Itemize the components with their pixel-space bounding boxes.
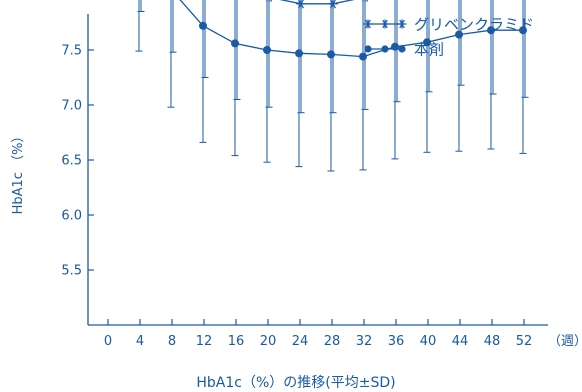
y-tick-label: 8.0	[61, 0, 82, 4]
series-line	[179, 0, 523, 58]
asterisk-stroke	[365, 0, 369, 2]
y-tick-label: 5.5	[61, 264, 82, 279]
x-tick-label: 32	[356, 334, 373, 349]
data-point	[231, 39, 239, 48]
legend-label: 本剤	[414, 41, 444, 59]
series-layer	[135, 0, 529, 172]
data-point	[265, 0, 273, 3]
x-tick-label: 12	[196, 334, 213, 349]
series-line	[279, 0, 355, 5]
y-tick-label: 7.0	[61, 99, 82, 114]
chart-caption: HbA1c（%）の推移(平均±SD)	[196, 375, 395, 391]
legend-marker	[364, 45, 372, 53]
x-tick-label: 36	[388, 334, 405, 349]
data-point	[359, 52, 367, 61]
x-tick-label: 40	[420, 334, 437, 349]
data-point	[263, 46, 271, 54]
legend-marker	[397, 19, 407, 29]
y-tick-label: 6.5	[61, 154, 82, 169]
y-tick-label: 7.5	[61, 44, 82, 59]
series-dot	[135, 0, 527, 172]
x-tick-label: 16	[228, 334, 245, 349]
y-tick-label: 6.0	[61, 209, 82, 224]
data-point	[423, 38, 431, 47]
y-tick-labels: 5.56.06.57.07.58.08.59.09.510.010.5	[61, 0, 94, 279]
data-point	[361, 0, 369, 3]
legend-item: グリベンクラミド	[363, 16, 534, 34]
data-point	[199, 21, 207, 30]
y-axis-label: HbA1c （%）	[11, 130, 26, 215]
series-asterisk	[137, 0, 529, 114]
x-tick-label: 52	[516, 334, 533, 349]
data-point	[327, 50, 335, 59]
x-tick-label: 4	[136, 334, 144, 349]
legend-marker	[363, 19, 373, 29]
axes	[87, 14, 548, 326]
data-point	[519, 26, 527, 35]
x-tick-label: 28	[324, 334, 341, 349]
x-unit-label: （週）	[548, 334, 582, 349]
legend-marker	[398, 45, 406, 53]
data-point	[487, 26, 495, 35]
data-point	[295, 49, 303, 58]
data-point	[455, 30, 463, 39]
legend-item: 本剤	[364, 41, 444, 59]
x-tick-label: 48	[484, 334, 501, 349]
legend-marker	[381, 45, 389, 53]
x-tick-label: 24	[292, 334, 309, 349]
legend-label: グリベンクラミド	[414, 16, 534, 34]
asterisk-stroke	[269, 0, 273, 2]
x-tick-labels: 0 4 8 12 16 20 24 28 32 36 40 44 48 52	[104, 319, 532, 349]
legend-marker	[380, 19, 390, 29]
x-tick-label: 0	[104, 334, 112, 349]
x-tick-label: 20	[260, 334, 277, 349]
x-tick-label: 8	[168, 334, 176, 349]
x-tick-label: 44	[452, 334, 469, 349]
